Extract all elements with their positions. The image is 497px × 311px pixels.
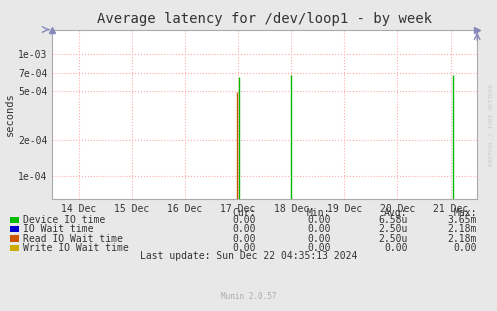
Y-axis label: seconds: seconds [5, 92, 15, 136]
Text: 0.00: 0.00 [307, 243, 331, 253]
Text: 0.00: 0.00 [307, 234, 331, 244]
Text: 2.18m: 2.18m [448, 224, 477, 234]
Text: 0.00: 0.00 [233, 234, 256, 244]
Text: Read IO Wait time: Read IO Wait time [23, 234, 123, 244]
Text: 0.00: 0.00 [384, 243, 408, 253]
Text: 0.00: 0.00 [233, 224, 256, 234]
Text: Max:: Max: [454, 208, 477, 218]
Text: 2.18m: 2.18m [448, 234, 477, 244]
Text: Write IO Wait time: Write IO Wait time [23, 243, 129, 253]
Text: 0.00: 0.00 [233, 243, 256, 253]
Text: Cur:: Cur: [233, 208, 256, 218]
Text: 0.00: 0.00 [454, 243, 477, 253]
Text: 2.50u: 2.50u [378, 234, 408, 244]
Title: Average latency for /dev/loop1 - by week: Average latency for /dev/loop1 - by week [97, 12, 432, 26]
Text: Last update: Sun Dec 22 04:35:13 2024: Last update: Sun Dec 22 04:35:13 2024 [140, 251, 357, 261]
Text: 0.00: 0.00 [233, 215, 256, 225]
Text: Min:: Min: [307, 208, 331, 218]
Text: 6.58u: 6.58u [378, 215, 408, 225]
Text: Avg:: Avg: [384, 208, 408, 218]
Text: RRDTOOL / TOBI OETIKER: RRDTOOL / TOBI OETIKER [489, 83, 494, 166]
Text: 3.65m: 3.65m [448, 215, 477, 225]
Text: 0.00: 0.00 [307, 215, 331, 225]
Text: IO Wait time: IO Wait time [23, 224, 93, 234]
Text: Munin 2.0.57: Munin 2.0.57 [221, 292, 276, 301]
Text: 2.50u: 2.50u [378, 224, 408, 234]
Text: 0.00: 0.00 [307, 224, 331, 234]
Text: Device IO time: Device IO time [23, 215, 105, 225]
